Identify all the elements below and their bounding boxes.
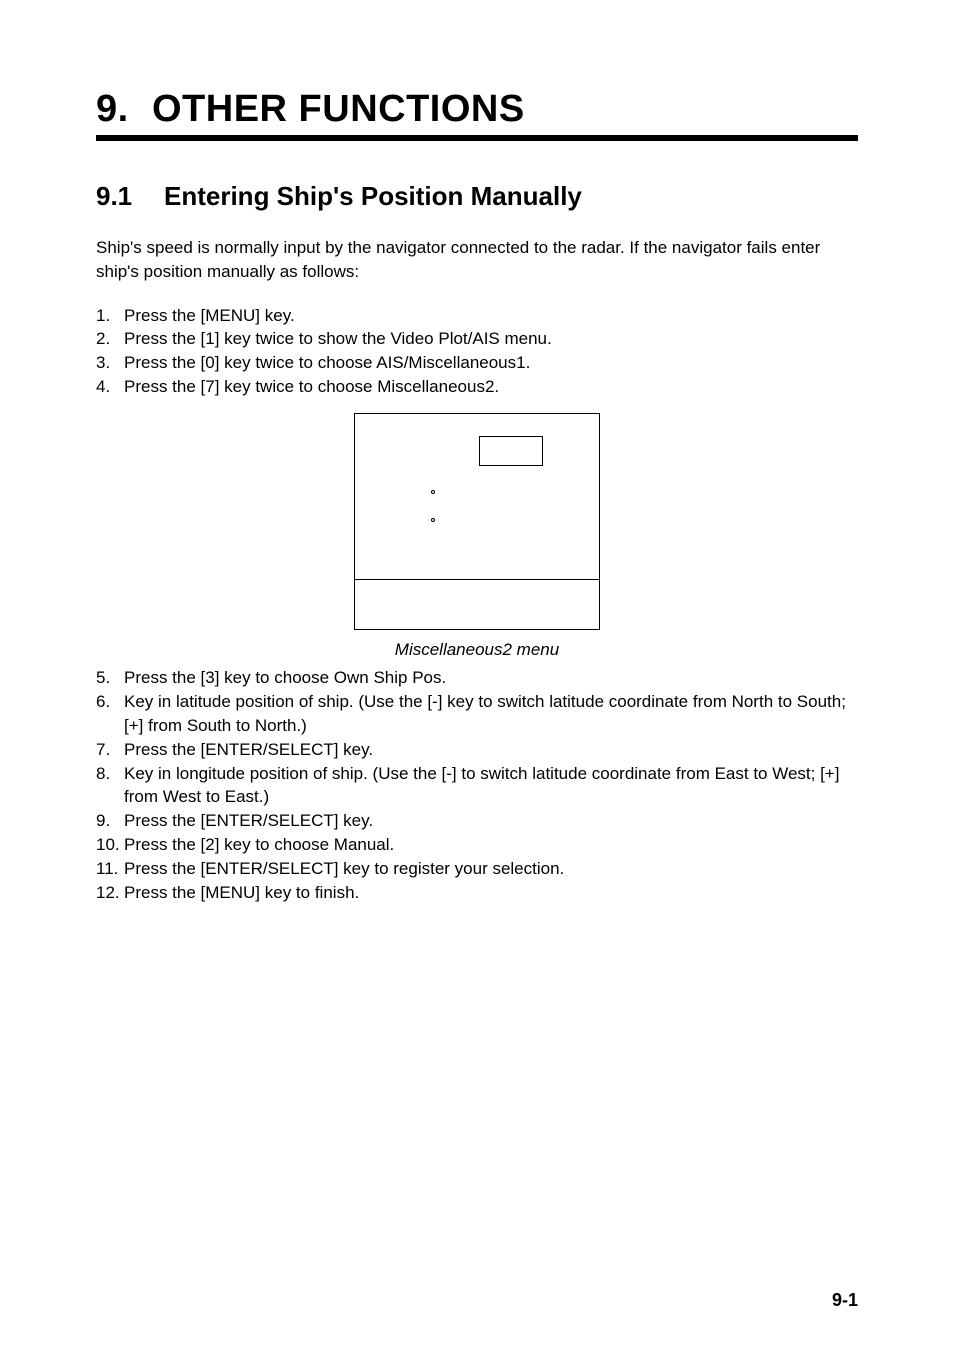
step-item: 3.Press the [0] key twice to choose AIS/… <box>96 351 858 375</box>
step-number: 4. <box>96 375 124 399</box>
step-text: Press the [3] key to choose Own Ship Pos… <box>124 666 858 690</box>
step-text: Press the [1] key twice to show the Vide… <box>124 327 858 351</box>
step-text: Press the [MENU] key to finish. <box>124 881 858 905</box>
menu-framed-box <box>479 436 543 466</box>
menu-bottom-section <box>355 579 599 629</box>
step-text: Key in longitude position of ship. (Use … <box>124 762 858 810</box>
intro-paragraph: Ship's speed is normally input by the na… <box>96 236 858 284</box>
step-item: 5.Press the [3] key to choose Own Ship P… <box>96 666 858 690</box>
step-item: 4.Press the [7] key twice to choose Misc… <box>96 375 858 399</box>
chapter-number: 9. <box>96 88 152 131</box>
page-number: 9-1 <box>832 1290 858 1311</box>
step-text: Key in latitude position of ship. (Use t… <box>124 690 858 738</box>
step-item: 9.Press the [ENTER/SELECT] key. <box>96 809 858 833</box>
step-text: Press the [ENTER/SELECT] key to register… <box>124 857 858 881</box>
section-title: 9.1 Entering Ship's Position Manually <box>96 181 858 212</box>
step-number: 10. <box>96 833 124 857</box>
section-title-text: Entering Ship's Position Manually <box>164 181 582 212</box>
step-text: Press the [0] key twice to choose AIS/Mi… <box>124 351 858 375</box>
menu-top-section <box>355 414 599 580</box>
step-item: 12.Press the [MENU] key to finish. <box>96 881 858 905</box>
steps-list-1: 1.Press the [MENU] key. 2.Press the [1] … <box>96 304 858 399</box>
step-text: Press the [ENTER/SELECT] key. <box>124 738 858 762</box>
step-number: 2. <box>96 327 124 351</box>
menu-row <box>369 478 585 507</box>
section-number: 9.1 <box>96 181 164 212</box>
step-item: 2.Press the [1] key twice to show the Vi… <box>96 327 858 351</box>
degree-icon <box>431 490 435 494</box>
step-text: Press the [MENU] key. <box>124 304 858 328</box>
step-number: 9. <box>96 809 124 833</box>
step-text: Press the [7] key twice to choose Miscel… <box>124 375 858 399</box>
step-number: 5. <box>96 666 124 690</box>
step-number: 6. <box>96 690 124 738</box>
menu-row <box>369 507 585 536</box>
step-item: 6.Key in latitude position of ship. (Use… <box>96 690 858 738</box>
degree-icon <box>431 518 435 522</box>
step-number: 11. <box>96 857 124 881</box>
step-item: 7.Press the [ENTER/SELECT] key. <box>96 738 858 762</box>
steps-list-2: 5.Press the [3] key to choose Own Ship P… <box>96 666 858 904</box>
step-item: 10.Press the [2] key to choose Manual. <box>96 833 858 857</box>
step-number: 8. <box>96 762 124 810</box>
step-item: 1.Press the [MENU] key. <box>96 304 858 328</box>
step-number: 3. <box>96 351 124 375</box>
step-text: Press the [ENTER/SELECT] key. <box>124 809 858 833</box>
step-number: 1. <box>96 304 124 328</box>
menu-diagram <box>354 413 600 631</box>
step-number: 7. <box>96 738 124 762</box>
step-number: 12. <box>96 881 124 905</box>
chapter-title-text: OTHER FUNCTIONS <box>152 88 525 131</box>
chapter-rule <box>96 135 858 141</box>
step-text: Press the [2] key to choose Manual. <box>124 833 858 857</box>
figure-caption: Miscellaneous2 menu <box>96 640 858 660</box>
step-item: 8.Key in longitude position of ship. (Us… <box>96 762 858 810</box>
chapter-title: 9. OTHER FUNCTIONS <box>96 88 858 131</box>
step-item: 11.Press the [ENTER/SELECT] key to regis… <box>96 857 858 881</box>
